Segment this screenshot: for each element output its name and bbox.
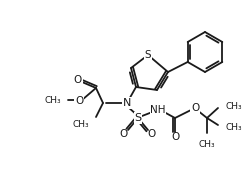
Text: O: O	[171, 132, 179, 142]
Text: O: O	[148, 129, 156, 139]
Text: O: O	[120, 129, 128, 139]
Text: CH₃: CH₃	[199, 140, 215, 149]
Text: S: S	[145, 50, 151, 60]
Text: O: O	[191, 103, 199, 113]
Text: N: N	[123, 98, 131, 108]
Text: CH₃: CH₃	[72, 120, 89, 129]
Text: NH: NH	[150, 105, 166, 115]
Text: CH₃: CH₃	[226, 122, 242, 131]
Text: O: O	[74, 75, 82, 85]
Text: CH₃: CH₃	[44, 96, 61, 105]
Text: S: S	[134, 113, 141, 123]
Text: O: O	[75, 96, 83, 106]
Text: CH₃: CH₃	[226, 102, 242, 111]
